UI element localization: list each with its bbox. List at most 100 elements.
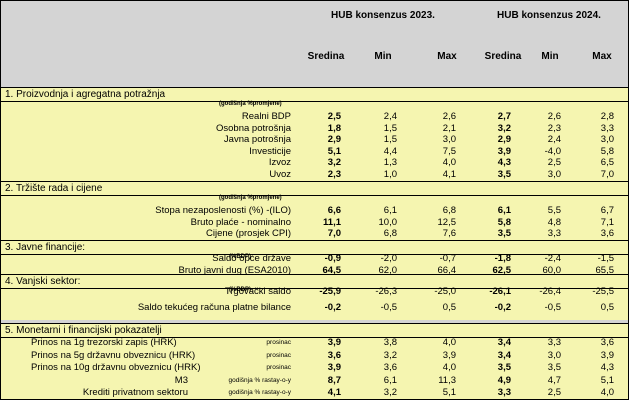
value-cell: 2,3 [327, 168, 341, 180]
table-row-osobna-potrosnja: Osobna potrošnja 1,8 1,5 2,1 3,2 2,3 3,3 [1, 123, 628, 134]
value-cell: 3,9 [327, 362, 341, 373]
value-cell: 64,5 [322, 264, 342, 276]
col-header-sredina-2024: Sredina [484, 51, 522, 62]
value-cell: 3,6 [600, 337, 614, 348]
value-cell: 3,9 [327, 337, 341, 348]
value-cell: -26,3 [375, 286, 397, 297]
table-row-javna-potrosnja: Javna potrošnja 2,9 1,5 3,0 2,9 2,4 3,0 [1, 134, 628, 145]
value-cell: -2,4 [544, 253, 561, 264]
value-cell: 4,0 [442, 337, 456, 348]
value-cell: -25,0 [434, 286, 456, 297]
value-cell: 12,5 [437, 216, 457, 228]
value-cell: -0,9 [324, 253, 341, 264]
value-cell: -1,8 [494, 253, 511, 264]
table-row-saldo-opce-drzave: Saldo opće države -0,9 -2,0 -0,7 -1,8 -2,4 -1,… [1, 253, 628, 264]
section-unit: (godišnja %promjene) [219, 101, 282, 107]
row-label: Investicije [249, 145, 291, 157]
table-row-bruto-javni-dug-esa2010: Bruto javni dug (ESA2010) 64,5 62,0 66,4 62,… [1, 265, 628, 276]
value-cell: 4,8 [547, 216, 561, 228]
value-cell: 6,8 [383, 228, 397, 239]
value-cell: 4,1 [327, 387, 341, 398]
row-label: Osobna potrošnja [216, 122, 291, 134]
value-cell: 2,5 [547, 157, 561, 168]
value-cell: 3,3 [497, 387, 511, 398]
value-cell: 2,3 [547, 122, 561, 134]
value-cell: 2,4 [547, 134, 561, 145]
value-cell: 4,0 [600, 387, 614, 398]
value-cell: 1,8 [327, 122, 341, 134]
value-cell: 3,5 [497, 168, 511, 180]
value-cell: -26,1 [489, 286, 511, 297]
row-label: Javna potrošnja [223, 134, 291, 145]
table-row-izvoz: Izvoz 3,2 1,3 4,0 4,3 2,5 6,5 [1, 157, 628, 168]
value-cell: -1,5 [597, 253, 614, 264]
value-cell: 4,7 [547, 374, 561, 386]
row-note: prosinac [266, 351, 291, 359]
table-row-trgovacki-saldo: Trgovački saldo -25,9 -26,3 -25,0 -26,1 -26,4… [1, 286, 628, 297]
value-cell: 3,3 [547, 337, 561, 348]
value-cell: 5,8 [600, 145, 614, 157]
value-cell: 11,3 [438, 374, 456, 386]
table-row-uvoz: Uvoz 2,3 1,0 4,1 3,5 3,0 7,0 [1, 169, 628, 180]
value-cell: 2,6 [547, 111, 561, 122]
value-cell: 11,1 [323, 216, 341, 228]
value-cell: 60,0 [542, 264, 562, 276]
row-label: Realni BDP [241, 111, 291, 122]
value-cell: 0,5 [442, 302, 456, 313]
row-label: Izvoz [268, 157, 291, 168]
value-cell: 4,4 [383, 145, 397, 157]
row-label: Uvoz [269, 168, 291, 180]
value-cell: 3,2 [383, 349, 397, 361]
section-header: 3. Javne financije: [1, 240, 628, 255]
value-cell: 4,3 [497, 157, 511, 168]
value-cell: -0,2 [494, 302, 511, 313]
value-cell: 6,6 [327, 205, 341, 216]
value-cell: 4,9 [497, 374, 511, 386]
row-note: godišnja % rastay-o-y [228, 376, 292, 384]
value-cell: 8,7 [327, 374, 341, 386]
value-cell: 3,0 [600, 134, 614, 145]
value-cell: 3,2 [327, 157, 341, 168]
col-header-max-2024: Max [592, 51, 612, 62]
table-row-m3: M3 godišnja % rastay-o-y 8,7 6,1 11,3 4,9 4,7 5… [1, 375, 628, 386]
row-label: Prinos na 1g trezorski zapis (HRK) [31, 337, 177, 348]
value-cell: 0,5 [600, 302, 614, 313]
value-cell: 4,0 [442, 157, 456, 168]
row-note: prosinac [266, 364, 291, 371]
section-header: 1. Proizvodnja i agregatna potražnja [1, 87, 628, 102]
value-cell: -0,5 [380, 302, 397, 313]
section-title: 4. Vanjski sektor: [5, 276, 81, 287]
value-cell: 4,3 [600, 362, 614, 373]
table-row-prinos-na-10g-drzavnu-obveznicu-hrk: Prinos na 10g državnu obveznicu (HRK) pro… [1, 362, 628, 373]
table-row-stopa-nezaposlenosti-ilo: Stopa nezaposlenosti (%) -(ILO) 6,6 6,1 6,8… [1, 205, 628, 216]
row-label: Prinos na 10g državnu obveznicu (HRK) [31, 362, 201, 373]
value-cell: 6,1 [383, 374, 397, 386]
section-header: 5. Monetarni i financijski pokazatelji [1, 323, 628, 338]
value-cell: 2,6 [442, 111, 456, 122]
section-band [1, 87, 628, 181]
value-cell: 5,5 [547, 205, 561, 216]
value-cell: 5,1 [600, 374, 614, 386]
value-cell: 4,0 [442, 362, 456, 373]
value-cell: -0,5 [544, 302, 561, 313]
row-label: Saldo tekućeg računa platne bilance [137, 302, 291, 313]
section-unit: (godišnja %promjene) [219, 195, 282, 201]
value-cell: 2,1 [442, 122, 456, 134]
section-title: 1. Proizvodnja i agregatna potražnja [5, 89, 166, 100]
value-cell: 62,0 [378, 264, 398, 276]
section-header: 4. Vanjski sektor: [1, 274, 628, 289]
value-cell: -4,0 [544, 145, 561, 157]
value-cell: 3,5 [497, 228, 511, 239]
value-cell: 3,2 [497, 122, 511, 134]
row-label: Stopa nezaposlenosti (%) -(ILO) [155, 205, 291, 216]
value-cell: 2,8 [600, 111, 614, 122]
value-cell: 2,7 [497, 111, 511, 122]
col-header-sredina-2023: Sredina [307, 51, 345, 62]
section-title: 5. Monetarni i financijski pokazatelji [5, 325, 162, 336]
value-cell: 6,5 [600, 157, 614, 168]
section-header: 2. Tržište rada i cijene [1, 181, 628, 196]
table-row-bruto-place-nominalno: Bruto plaće - nominalno 11,1 10,0 12,5 5,8 4,… [1, 217, 628, 228]
row-label: Bruto plaće - nominalno [190, 216, 291, 228]
section-title: 2. Tržište rada i cijene [5, 183, 103, 194]
value-cell: 62,5 [492, 264, 512, 276]
